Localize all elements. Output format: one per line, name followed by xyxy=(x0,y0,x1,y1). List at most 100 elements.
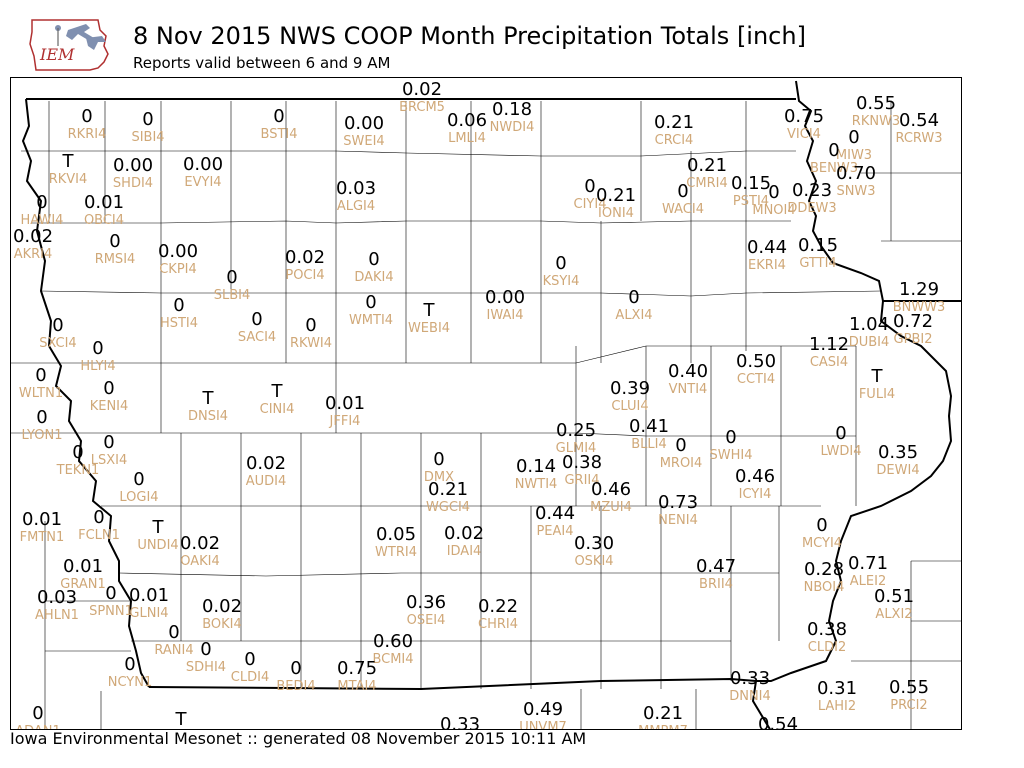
station-id: EKRI4 xyxy=(748,258,786,273)
precip-value: T xyxy=(175,709,188,730)
precip-value: 0.02 xyxy=(202,596,242,617)
station-id: MMPM7 xyxy=(638,724,688,730)
precip-value: 0.55 xyxy=(856,93,896,114)
precip-value: 0 xyxy=(52,315,63,336)
precip-value: T xyxy=(423,300,436,321)
precip-value: 0 xyxy=(133,469,144,490)
precip-value: 0 xyxy=(200,639,211,660)
station-id: WEBI4 xyxy=(408,321,450,336)
precip-value: 0 xyxy=(628,287,639,308)
station-id: IONI4 xyxy=(598,206,634,221)
precip-value: T xyxy=(62,151,75,172)
station-id: CCTI4 xyxy=(737,372,775,387)
precip-value: 0.05 xyxy=(376,524,416,545)
precip-value: 0 xyxy=(109,231,120,252)
station-id: ALXI4 xyxy=(615,308,652,323)
precip-value: 0.15 xyxy=(731,173,771,194)
station-id: DNNI4 xyxy=(729,689,771,704)
station-id: BNWW3 xyxy=(893,300,946,315)
precip-value: 1.04 xyxy=(849,314,889,335)
station-id: WGCI4 xyxy=(426,500,470,515)
precip-value: 0 xyxy=(36,192,47,213)
station-id: LMLI4 xyxy=(448,131,486,146)
station-id: BSTI4 xyxy=(261,127,298,142)
precip-value: 0.36 xyxy=(406,592,446,613)
station-id: RKNW3 xyxy=(852,114,900,129)
station-id: AKRI4 xyxy=(14,247,53,262)
station-id: WMTI4 xyxy=(349,313,393,328)
station-id: FMTN1 xyxy=(20,530,65,545)
precip-value: 0.03 xyxy=(37,587,77,608)
station-id: LAHI2 xyxy=(818,699,856,714)
station-id: OSEI4 xyxy=(407,613,446,628)
station-id: TEKN1 xyxy=(56,463,100,478)
precip-value: 0.44 xyxy=(535,503,575,524)
station-id: BCMI4 xyxy=(372,652,413,667)
logo-text: IEM xyxy=(39,45,75,64)
station-id: NENI4 xyxy=(658,513,698,528)
station-id: PEAI4 xyxy=(536,524,573,539)
station-id: SHDI4 xyxy=(113,176,153,191)
station-id: RKRI4 xyxy=(68,127,107,142)
station-id: CINI4 xyxy=(260,402,295,417)
station-id: LSXI4 xyxy=(91,453,128,468)
precip-value: 0 xyxy=(251,309,262,330)
precip-value: 0.02 xyxy=(246,453,286,474)
station-id: CHRI4 xyxy=(478,617,518,632)
station-plot: BRNM70.33 xyxy=(440,714,480,729)
precip-value: 0.00 xyxy=(113,155,153,176)
precip-value: 0.02 xyxy=(444,523,484,544)
precip-value: 0 xyxy=(768,182,779,203)
station-id: OAKI4 xyxy=(180,554,220,569)
precip-value: 0.46 xyxy=(591,479,631,500)
precip-value: 0.72 xyxy=(893,311,933,332)
station-id: BENW3 xyxy=(810,161,858,176)
precip-value: 0.00 xyxy=(183,154,223,175)
precip-value: 0 xyxy=(142,109,153,130)
station-id: SPNN1 xyxy=(89,604,133,619)
station-plot: ADAN10 xyxy=(15,703,61,729)
station-id: ALXI2 xyxy=(875,607,912,622)
station-id: SLBI4 xyxy=(214,288,251,303)
state-borders xyxy=(21,80,961,729)
station-id: RANI4 xyxy=(154,643,193,658)
precip-value: 0.22 xyxy=(478,596,518,617)
station-id: CLUI4 xyxy=(611,399,648,414)
precip-value: 0 xyxy=(103,432,114,453)
station-id: CMRI4 xyxy=(686,176,727,191)
station-id: POCI4 xyxy=(285,268,324,283)
precip-value: 0.02 xyxy=(180,533,220,554)
station-id: BLLI4 xyxy=(631,437,667,452)
precip-value: 0.40 xyxy=(668,361,708,382)
precip-value: 0.21 xyxy=(687,155,727,176)
